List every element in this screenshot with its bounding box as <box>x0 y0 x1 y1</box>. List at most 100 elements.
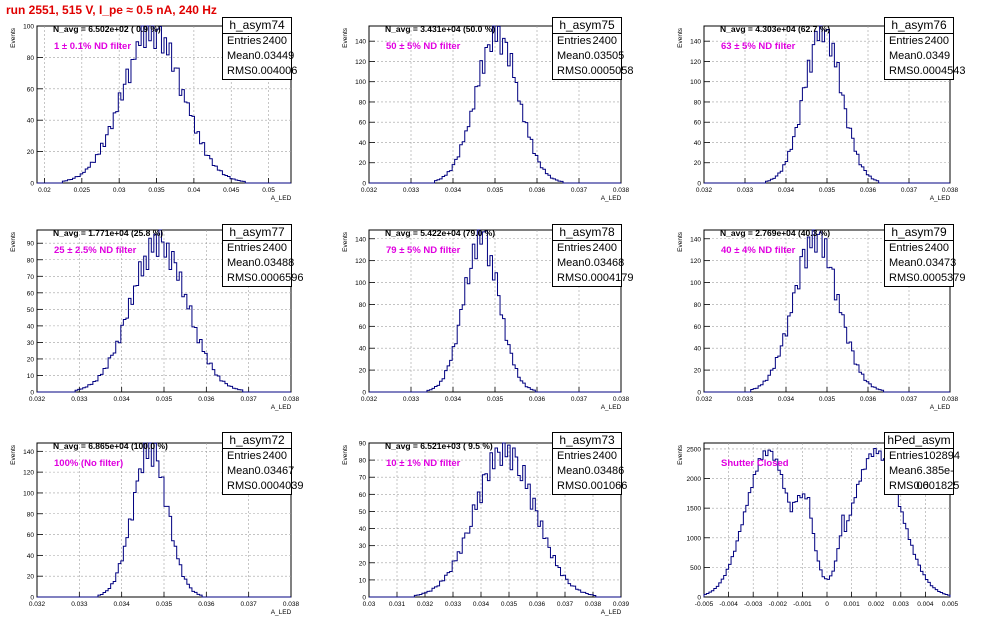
x-tick-label: 0.032 <box>696 396 713 403</box>
stats-entries-row: Entries 2400 <box>223 241 291 256</box>
stats-box: h_asym74 Entries 2400 Mean 0.03449 RMS 0.00400… <box>222 17 297 80</box>
x-tick-label: 0 <box>825 601 829 608</box>
y-tick-label: 20 <box>27 356 35 363</box>
navg-label: N_avg = 5.422e+04 (79.0 %) <box>385 228 496 238</box>
x-tick-label: 0.035 <box>501 601 518 608</box>
stats-mean-value: 0.03486 <box>584 465 625 477</box>
filter-annotation: 79 ± 5% ND filter <box>386 245 461 256</box>
y-tick-label: 0 <box>30 595 34 602</box>
y-tick-label: 120 <box>690 258 701 265</box>
x-tick-label: 0.032 <box>361 396 378 403</box>
run-title: run 2551, 515 V, I_pe ≈ 0.5 nA, 240 Hz <box>6 3 217 17</box>
x-tick-label: 0.036 <box>198 601 215 608</box>
filter-annotation: Shutter Closed <box>721 458 789 469</box>
histogram-bars <box>37 25 291 184</box>
y-tick-label: 80 <box>27 55 35 62</box>
histogram-bars <box>369 25 621 184</box>
stats-title: hPed_asym <box>885 433 953 449</box>
x-axis-title: A_LED <box>271 404 292 411</box>
stats-rms-value: 0.004006 <box>251 65 298 77</box>
y-tick-label: 1500 <box>687 506 702 513</box>
x-tick-label: 0.037 <box>901 396 918 403</box>
stats-entries-label: Entries <box>227 242 262 254</box>
stats-box: hPed_asym Entries 102894 Mean 6.385e-06 RMS 0.… <box>884 432 960 495</box>
y-axis-title: Events <box>342 27 349 48</box>
x-tick-label: 0.032 <box>29 601 46 608</box>
stats-mean-label: Mean <box>889 465 917 477</box>
x-tick-label: 0.038 <box>942 396 959 403</box>
filter-annotation: 10 ± 1% ND filter <box>386 458 461 469</box>
stats-entries-label: Entries <box>557 242 592 254</box>
x-tick-label: 0.035 <box>156 601 173 608</box>
x-tick-label: -0.001 <box>793 601 812 608</box>
histogram-bars <box>37 442 291 598</box>
navg-label: N_avg = 2.769e+04 (40.3 %) <box>720 228 831 238</box>
stats-rms-value: 0.0006596 <box>251 272 304 284</box>
stats-rms-row: RMS 0.0006596 <box>223 271 303 286</box>
y-tick-label: 30 <box>27 340 35 347</box>
stats-box: h_asym73 Entries 2400 Mean 0.03486 RMS 0.00106… <box>552 432 627 495</box>
y-tick-label: 20 <box>27 149 35 156</box>
stats-mean-row: Mean 0.03505 <box>553 49 624 64</box>
stats-entries-value: 102894 <box>923 450 960 462</box>
y-tick-label: 80 <box>694 302 702 309</box>
stats-mean-row: Mean 0.03473 <box>885 256 956 271</box>
stats-rms-label: RMS <box>889 480 914 492</box>
stats-rms-value: 0.001825 <box>913 480 960 492</box>
stats-entries-value: 2400 <box>262 242 287 254</box>
x-axis-title: A_LED <box>930 195 951 202</box>
x-tick-label: 0.039 <box>613 601 630 608</box>
filter-annotation: 1 ± 0.1% ND filter <box>54 41 132 52</box>
histogram-bars <box>704 229 950 393</box>
y-tick-label: 80 <box>27 257 35 264</box>
x-tick-label: 0.002 <box>868 601 885 608</box>
y-tick-label: 120 <box>23 470 34 477</box>
y-tick-label: 100 <box>690 280 701 287</box>
stats-mean-value: 0.03488 <box>254 257 295 269</box>
y-tick-label: 120 <box>355 59 366 66</box>
y-axis-title: Events <box>677 27 684 48</box>
y-tick-label: 20 <box>694 368 702 375</box>
stats-mean-label: Mean <box>557 257 585 269</box>
stats-title: h_asym74 <box>223 18 291 34</box>
stats-entries-row: Entries 2400 <box>553 241 621 256</box>
stats-entries-row: Entries 2400 <box>885 241 953 256</box>
stats-mean-row: Mean 6.385e-06 <box>885 464 954 492</box>
stats-entries-value: 2400 <box>262 450 287 462</box>
stats-rms-label: RMS <box>889 272 914 284</box>
x-tick-label: 0.035 <box>148 187 165 194</box>
x-tick-label: 0.036 <box>198 396 215 403</box>
stats-mean-value: 0.03468 <box>584 257 625 269</box>
y-tick-label: 60 <box>27 532 35 539</box>
y-tick-label: 60 <box>359 492 367 499</box>
x-tick-label: 0.038 <box>283 396 300 403</box>
x-tick-label: 0.038 <box>942 187 959 194</box>
x-axis-title: A_LED <box>601 195 622 202</box>
stats-rms-value: 0.0005379 <box>913 272 966 284</box>
stats-rms-row: RMS 0.0005058 <box>553 64 633 79</box>
stats-mean-value: 6.385e-06 <box>916 465 954 492</box>
stats-box: h_asym75 Entries 2400 Mean 0.03505 RMS 0.00050… <box>552 17 633 80</box>
x-tick-label: 0.035 <box>819 396 836 403</box>
stats-title: h_asym72 <box>223 433 291 449</box>
x-axis-title: A_LED <box>930 404 951 411</box>
x-tick-label: 0.037 <box>241 601 258 608</box>
x-tick-label: 0.031 <box>389 601 406 608</box>
x-tick-label: 0.034 <box>114 396 131 403</box>
x-tick-label: 0.032 <box>29 396 46 403</box>
y-tick-label: 20 <box>359 560 367 567</box>
stats-mean-label: Mean <box>557 465 585 477</box>
x-tick-label: -0.004 <box>719 601 738 608</box>
navg-label: N_avg = 6.521e+03 ( 9.5 %) <box>385 441 493 451</box>
x-tick-label: 0.033 <box>737 396 754 403</box>
stats-title: h_asym77 <box>223 225 291 241</box>
histogram-bars <box>369 229 621 393</box>
stats-entries-value: 2400 <box>262 35 287 47</box>
y-tick-label: 60 <box>27 86 35 93</box>
stats-mean-row: Mean 0.03449 <box>223 49 294 64</box>
x-axis-title: A_LED <box>601 404 622 411</box>
stats-rms-value: 0.0004543 <box>913 65 966 77</box>
y-tick-label: 20 <box>359 368 367 375</box>
navg-label: N_avg = 6.502e+02 ( 0.9 %) <box>53 24 161 34</box>
